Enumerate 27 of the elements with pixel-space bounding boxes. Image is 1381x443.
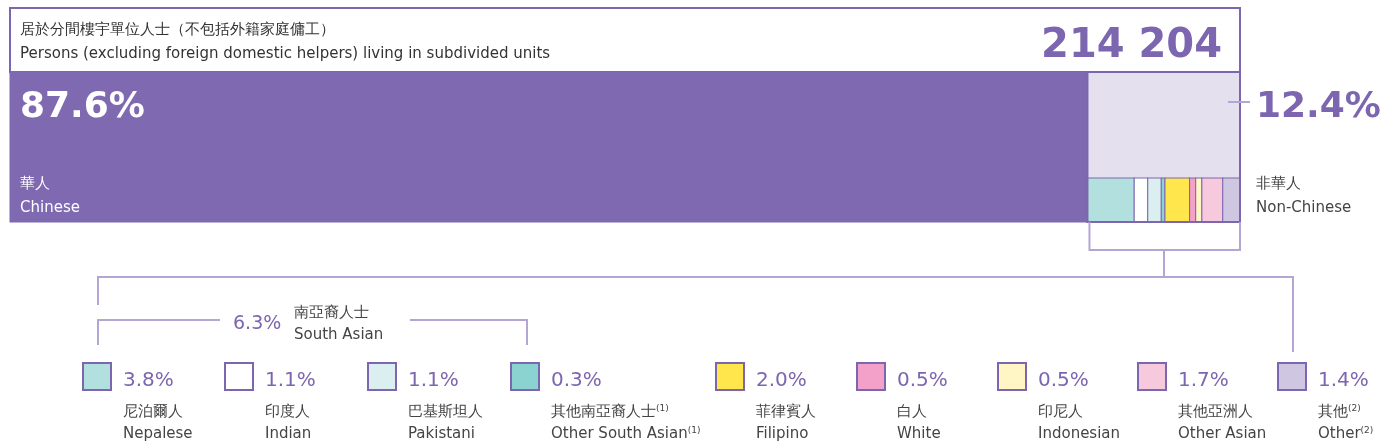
text: 12.4% [1256, 84, 1381, 125]
data-label: 1.4% [1318, 367, 1369, 391]
category-label: 華人 Chinese [20, 174, 80, 216]
category-label: 其他$^{(2)}$ Other$^{(2)}$ [1318, 402, 1374, 442]
category-label: 巴基斯坦人 Pakistani [408, 402, 483, 442]
text: 非華人 Non-Chinese [1256, 174, 1352, 216]
data-label: 0.3% [551, 367, 602, 391]
data-label: 3.8% [123, 367, 174, 391]
category-label: 其他南亞裔人士$^{(1)}$ Other South Asian$^{(1)}$ [551, 402, 701, 442]
data-label: 2.0% [756, 367, 807, 391]
data-label: 0.5% [897, 367, 948, 391]
category-label: 印度人 Indian [265, 402, 312, 442]
text: 南亞裔人士 South Asian [294, 303, 384, 343]
category-label: 白人 White [897, 402, 941, 442]
text: 居於分間樓宇單位人士（不包括外籍家庭傭工） [20, 20, 335, 38]
text: 214 204 [1041, 20, 1222, 66]
data-label: 87.6% [20, 84, 145, 125]
category-label: 菲律賓人 Filipino [756, 402, 816, 442]
category-label: 其他亞洲人 Other Asian [1178, 402, 1267, 442]
text: Persons (excluding foreign domestic helpers) living in subdivided units [20, 44, 551, 62]
data-label: 0.5% [1038, 367, 1089, 391]
category-label: 尼泊爾人 Nepalese [123, 402, 193, 442]
data-label: 1.7% [1178, 367, 1229, 391]
data-label: 1.1% [265, 367, 316, 391]
data-label: 1.1% [408, 367, 459, 391]
text: 6.3% [233, 311, 282, 333]
category-label: 印尼人 Indonesian [1038, 402, 1121, 442]
